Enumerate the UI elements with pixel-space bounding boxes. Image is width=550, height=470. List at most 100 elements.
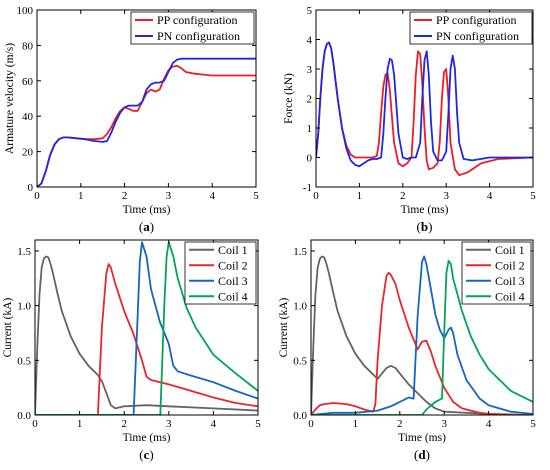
series-line-pn-configuration (316, 41, 533, 168)
y-tick-label: 20 (22, 147, 34, 159)
legend: PP configuration PN configuration (130, 11, 255, 45)
legend-label: Coil 1 (218, 243, 248, 257)
y-tick-label: -1 (303, 182, 312, 194)
series-line-coil-4 (35, 241, 258, 415)
legend-box (184, 241, 257, 305)
x-tick-label: 5 (253, 190, 259, 202)
y-tick-label: 0.0 (293, 410, 307, 422)
y-axis-label: Force (kN) (283, 73, 295, 124)
x-axis-label: Time (ms) (123, 204, 171, 216)
x-tick-label: 2 (122, 190, 128, 202)
y-tick-label: 0.5 (293, 355, 307, 367)
x-tick-label: 2 (400, 190, 406, 202)
legend-label: Coil 4 (218, 289, 248, 303)
legend-box (461, 241, 532, 305)
x-tick-label: 5 (530, 418, 536, 430)
legend-label: Coil 3 (218, 274, 248, 288)
legend-label: Coil 1 (495, 243, 525, 257)
y-tick-label: 1.0 (293, 301, 307, 313)
y-tick-label: 2 (307, 94, 313, 106)
series-line-coil-3 (311, 255, 533, 415)
x-tick-label: 1 (357, 190, 363, 202)
panel-label: (a) (139, 219, 154, 234)
y-axis-label: Armature velocity (m/s) (4, 43, 16, 154)
x-tick-label: 4 (486, 418, 492, 430)
x-tick-label: 3 (441, 418, 447, 430)
plot-frame (36, 9, 257, 188)
y-tick-label: 1.5 (293, 246, 307, 258)
legend-label: Coil 2 (495, 258, 525, 272)
y-tick-label: 0 (307, 153, 313, 165)
y-tick-label: 1 (307, 123, 313, 135)
series-line-pp-configuration (37, 64, 256, 187)
y-tick-label: 5 (307, 5, 313, 17)
series-group (316, 41, 533, 177)
panel-label: (b) (417, 219, 433, 234)
x-tick-label: 3 (166, 418, 172, 430)
y-axis-label: Current (kA) (278, 297, 290, 357)
x-tick-label: 5 (255, 418, 261, 430)
series-line-coil-2 (311, 271, 533, 415)
y-tick-label: 0.5 (17, 355, 31, 367)
legend-label: PN configuration (157, 29, 240, 43)
series-group (37, 57, 256, 187)
panel-label: (c) (139, 447, 153, 462)
series-group (35, 241, 258, 415)
x-tick-label: 4 (211, 418, 217, 430)
legend-label: PP configuration (436, 13, 517, 27)
x-axis-label: Time (ms) (398, 432, 446, 444)
y-tick-label: 80 (22, 40, 34, 52)
y-axis-label: Current (kA) (2, 297, 14, 357)
y-tick-label: 0 (28, 182, 34, 194)
x-tick-label: 0 (34, 190, 40, 202)
y-tick-label: 0.0 (17, 410, 31, 422)
x-axis-label: Time (ms) (123, 432, 171, 444)
legend-label: Coil 3 (495, 274, 525, 288)
series-line-coil-2 (35, 263, 258, 415)
series-line-coil-4 (311, 259, 533, 415)
series-line-coil-3 (35, 241, 258, 415)
x-tick-label: 0 (313, 190, 319, 202)
x-tick-label: 1 (77, 418, 83, 430)
legend-label: PP configuration (157, 13, 238, 27)
legend-label: Coil 2 (218, 258, 248, 272)
x-tick-label: 2 (121, 418, 127, 430)
chart-panel-3: 0 1 2 3 4 5 0.0 0.5 1.0 1.5 Time (ms) Current (kA) (… (278, 239, 536, 462)
y-tick-label: 1.0 (17, 301, 31, 313)
x-tick-label: 0 (308, 418, 314, 430)
x-tick-label: 3 (443, 190, 449, 202)
y-tick-label: 3 (307, 64, 313, 76)
chart-panel-0: 0 1 2 3 4 5 0 20 40 60 80 100 Time (ms) Armature velo… (4, 5, 259, 234)
y-tick-label: 1.5 (17, 246, 31, 258)
x-tick-label: 1 (78, 190, 84, 202)
chart-panel-2: 0 1 2 3 4 5 0.0 0.5 1.0 1.5 Time (ms) Current (kA) (… (2, 239, 261, 462)
y-tick-label: 60 (22, 76, 34, 88)
legend-box (409, 11, 533, 45)
y-tick-label: 40 (22, 111, 34, 123)
x-tick-label: 0 (32, 418, 38, 430)
x-tick-label: 2 (397, 418, 403, 430)
legend-label: Coil 4 (495, 289, 525, 303)
legend: PP configuration PN configuration (409, 11, 533, 45)
x-tick-label: 1 (353, 418, 359, 430)
x-tick-label: 3 (166, 190, 172, 202)
series-line-coil-1 (35, 255, 258, 415)
plot-frame (310, 239, 534, 416)
series-line-coil-1 (311, 255, 533, 415)
y-tick-label: 100 (17, 5, 34, 17)
legend-box (130, 11, 255, 45)
x-tick-label: 4 (487, 190, 493, 202)
x-axis-label: Time (ms) (401, 204, 449, 216)
panel-label: (d) (414, 447, 430, 462)
series-line-pn-configuration (37, 57, 256, 187)
series-group (311, 255, 533, 415)
x-tick-label: 5 (530, 190, 536, 202)
y-tick-label: 4 (307, 35, 313, 47)
legend-label: PN configuration (436, 29, 519, 43)
plot-frame (34, 239, 259, 416)
x-tick-label: 4 (209, 190, 215, 202)
